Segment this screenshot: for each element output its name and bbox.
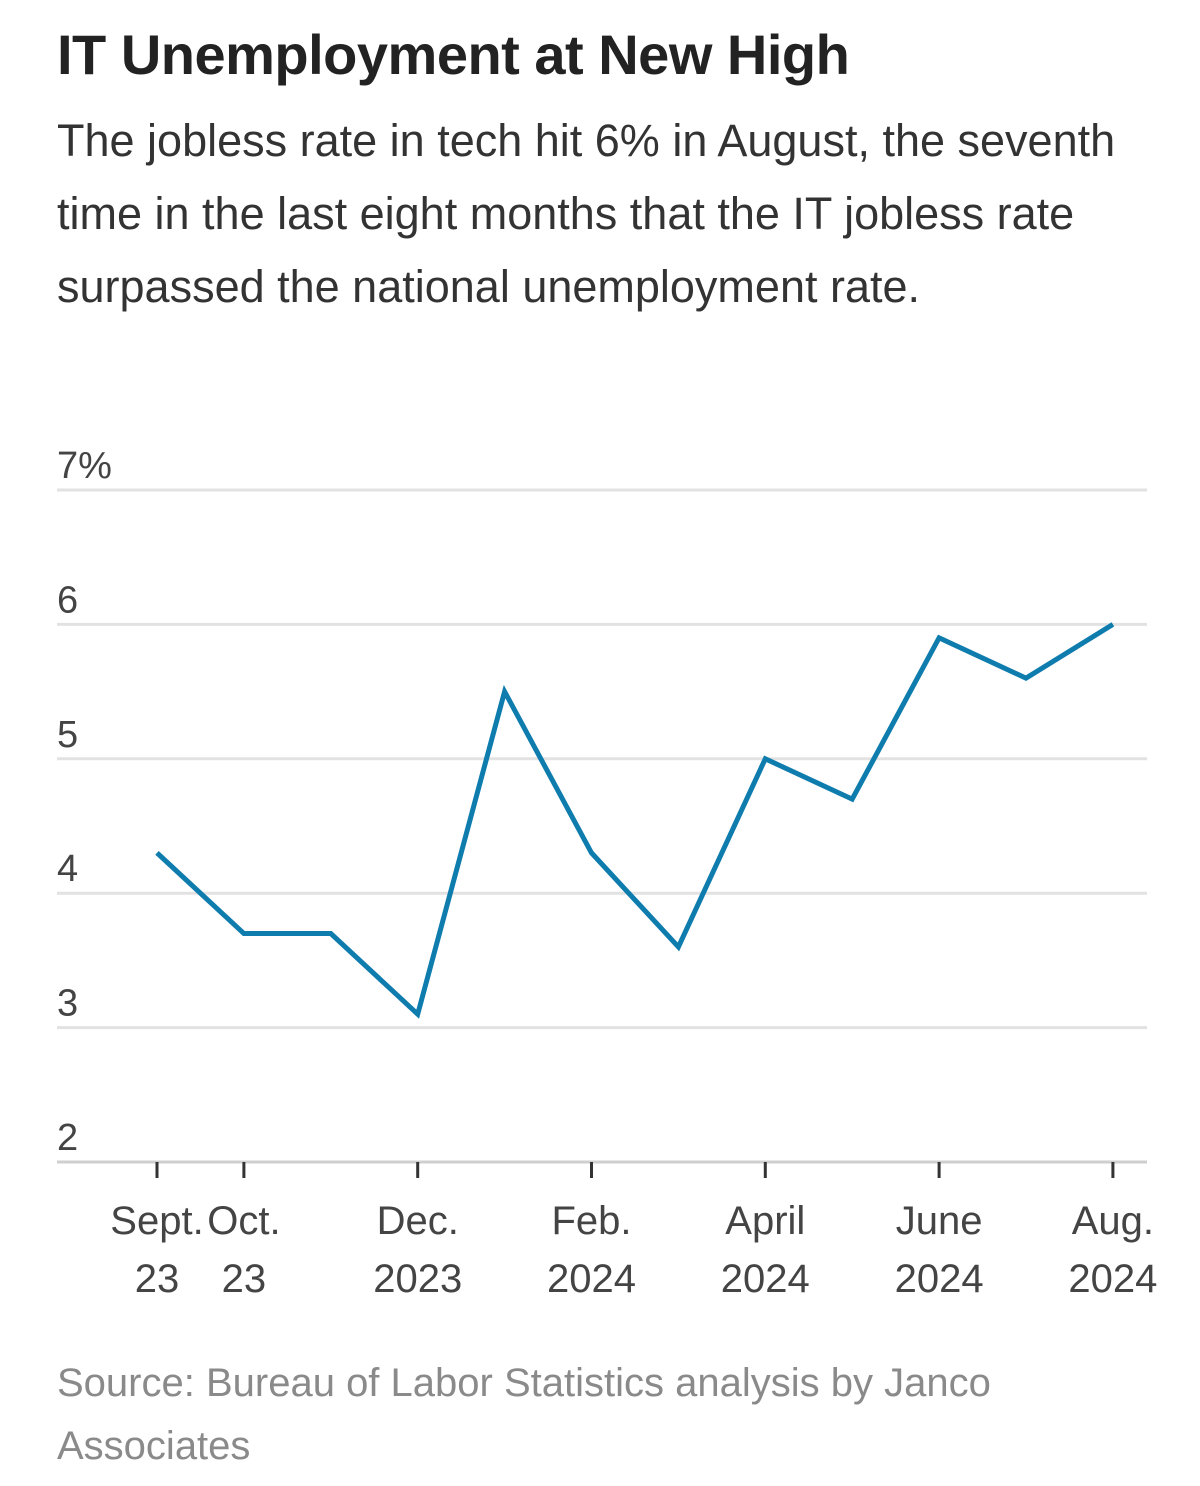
y-tick-label: 5 — [57, 714, 78, 756]
y-tick-label: 3 — [57, 983, 78, 1025]
x-tick-label: 2024 — [895, 1257, 984, 1301]
x-tick-label: 2023 — [373, 1257, 462, 1301]
source-note: Source: Bureau of Labor Statistics analy… — [57, 1361, 991, 1468]
chart-title: IT Unemployment at New High — [57, 23, 850, 86]
y-tick-label: 2 — [57, 1117, 78, 1159]
x-tick-label: June — [896, 1199, 983, 1243]
x-tick-label: Oct. — [207, 1199, 280, 1243]
x-tick-label: April — [725, 1199, 805, 1243]
line-chart: 234567%Sept.23Oct.23Dec.2023Feb.2024Apri… — [57, 445, 1157, 1301]
y-tick-label: 7% — [57, 445, 112, 487]
x-tick-label: 2024 — [721, 1257, 810, 1301]
x-tick-label: 23 — [135, 1257, 180, 1301]
chart-subtitle: The jobless rate in tech hit 6% in Augus… — [57, 115, 1116, 312]
y-tick-label: 6 — [57, 579, 78, 621]
y-tick-label: 4 — [57, 848, 78, 890]
x-tick-label: Feb. — [551, 1199, 631, 1243]
x-tick-label: Aug. — [1072, 1199, 1154, 1243]
x-tick-label: 2024 — [547, 1257, 636, 1301]
x-tick-label: Sept. — [110, 1199, 203, 1243]
series-line — [155, 622, 1115, 1019]
x-tick-label: 2024 — [1068, 1257, 1157, 1301]
x-tick-label: 23 — [222, 1257, 267, 1301]
x-tick-label: Dec. — [377, 1199, 459, 1243]
